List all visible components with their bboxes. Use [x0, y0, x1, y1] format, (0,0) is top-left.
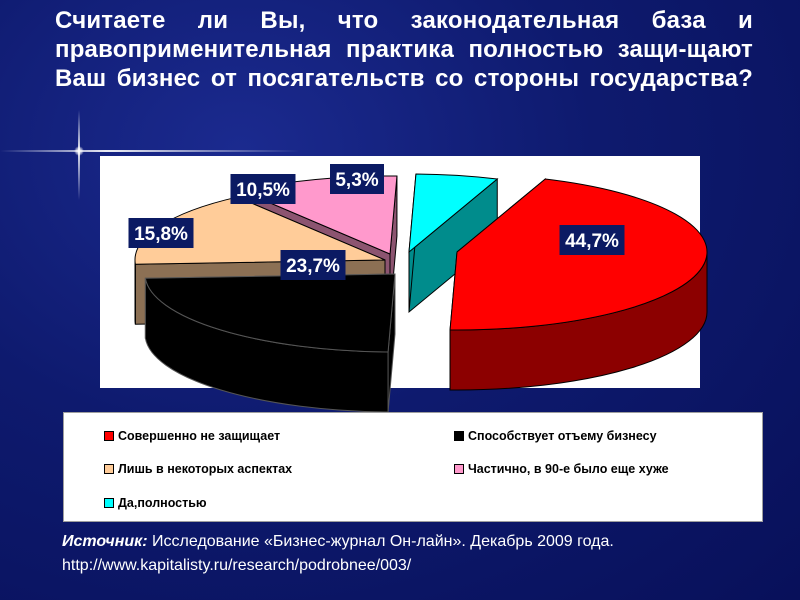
data-label-2-box [280, 250, 346, 280]
data-label-3-box [128, 218, 194, 248]
legend-item-5: Да,полностью [104, 496, 207, 510]
data-label-1: 44,7% [559, 225, 625, 255]
data-label-1-text: 44,7% [565, 231, 619, 252]
legend-label-4: Частично, в 90-е было еще хуже [468, 462, 669, 476]
legend-swatch-2 [454, 431, 464, 441]
legend-label-2: Способствует отъему бизнесу [468, 429, 657, 443]
data-label-2-text: 23,7% [286, 256, 340, 277]
legend-swatch-3 [104, 464, 114, 474]
legend-item-3: Лишь в некоторых аспектах [104, 462, 292, 476]
source-note: Источник: Исследование «Бизнес-журнал Он… [62, 530, 614, 578]
source-label: Источник: [62, 533, 148, 550]
legend-label-3: Лишь в некоторых аспектах [118, 462, 293, 476]
chart-legend: Совершенно не защищает Способствует отъе… [63, 412, 763, 522]
data-label-3-text: 15,8% [134, 224, 188, 245]
slide-title: Считаете ли Вы, что законодательная база… [55, 7, 753, 92]
legend-item-1: Совершенно не защищает [104, 429, 280, 443]
source-line: Источник: Исследование «Бизнес-журнал Он… [62, 530, 614, 554]
legend-swatch-4 [454, 464, 464, 474]
data-label-1-box [559, 225, 625, 255]
data-label-4-text: 10,5% [236, 180, 290, 201]
pie-slice-2 [144, 273, 396, 413]
legend-swatch-5 [104, 498, 114, 508]
pie-slice-1 [449, 177, 708, 391]
legend-swatch-1 [104, 431, 114, 441]
data-label-3: 15,8% [128, 218, 194, 248]
pie-slice-5-top [408, 173, 499, 254]
sparkle-star-icon [74, 146, 84, 156]
data-label-4: 10,5% [230, 174, 296, 204]
pie-slice-2-top [144, 273, 396, 353]
data-label-5-text: 5,3% [335, 170, 378, 191]
sparkle-line-horizontal [0, 150, 300, 152]
data-label-4-box [230, 174, 296, 204]
data-label-5-box [330, 164, 384, 194]
source-url[interactable]: http://www.kapitalisty.ru/research/podro… [62, 557, 412, 574]
legend-label-1: Совершенно не защищает [118, 429, 281, 443]
legend-item-2: Способствует отъему бизнесу [454, 429, 657, 443]
pie-slice-5 [408, 173, 499, 314]
legend-item-4: Частично, в 90-е было еще хуже [454, 462, 669, 476]
data-label-2: 23,7% [280, 250, 346, 280]
legend-label-5: Да,полностью [118, 496, 207, 510]
source-text: Исследование «Бизнес-журнал Он-лайн». Де… [147, 533, 614, 550]
data-label-5: 5,3% [330, 164, 384, 194]
